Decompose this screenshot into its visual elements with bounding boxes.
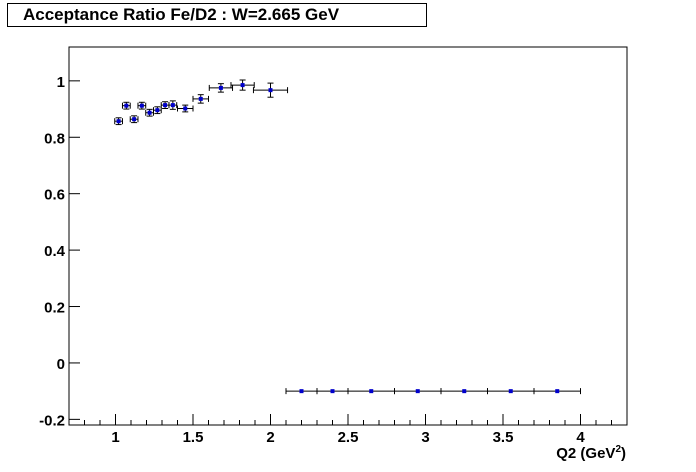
x-tick-label: 2 [266, 429, 274, 446]
x-tick-label: 3.5 [493, 429, 514, 446]
data-point [218, 85, 223, 90]
plot-frame [68, 46, 628, 426]
data-point [369, 389, 374, 394]
data-point [198, 96, 203, 101]
data-point [155, 108, 160, 113]
data-point [415, 389, 420, 394]
chart-title: Acceptance Ratio Fe/D2 : W=2.665 GeV [23, 5, 340, 24]
chart-title-box: Acceptance Ratio Fe/D2 : W=2.665 GeV [7, 3, 427, 27]
data-point [170, 103, 175, 108]
data-point [124, 103, 129, 108]
y-tick-label: -0.2 [39, 412, 65, 429]
data-point [299, 389, 304, 394]
y-tick-label: 0.2 [44, 300, 65, 317]
x-axis-title-main: Q2 (GeV [556, 445, 616, 462]
y-tick-label: 0.4 [44, 243, 66, 260]
data-point [139, 103, 144, 108]
x-tick-label: 3 [421, 429, 429, 446]
x-tick-label: 2.5 [338, 429, 359, 446]
y-tick-label: 0.8 [44, 130, 65, 147]
y-tick-label: 0.6 [44, 187, 65, 204]
x-tick-label: 1.5 [183, 429, 204, 446]
data-point [132, 117, 137, 122]
data-point [163, 103, 168, 108]
data-point [508, 389, 513, 394]
x-axis-title-close: ) [621, 445, 626, 462]
data-point [240, 83, 245, 88]
y-tick-label: 0 [57, 356, 65, 373]
x-axis-title: Q2 (GeV2) [556, 444, 626, 462]
data-point [183, 106, 188, 111]
x-tick-label: 4 [576, 429, 585, 446]
x-tick-label: 1 [111, 429, 119, 446]
x-axis-title-sup: 2 [615, 444, 621, 455]
data-point [147, 110, 152, 115]
data-point [268, 88, 273, 93]
y-tick-label: 1 [57, 74, 65, 91]
data-point [462, 389, 467, 394]
data-point [555, 389, 560, 394]
data-point [330, 389, 335, 394]
data-point [116, 119, 121, 124]
